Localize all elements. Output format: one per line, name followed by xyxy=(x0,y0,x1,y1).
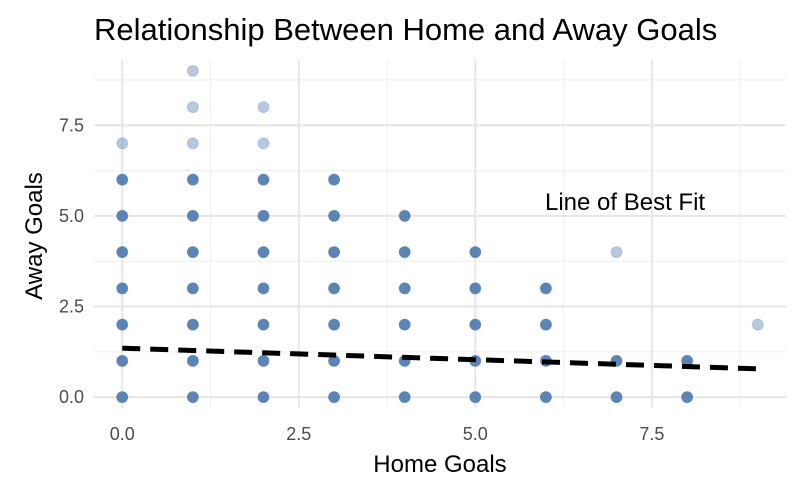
x-tick-label: 5.0 xyxy=(463,424,488,444)
data-point xyxy=(539,282,552,295)
data-point xyxy=(469,318,482,331)
y-tick-label: 0.0 xyxy=(59,387,84,407)
data-point xyxy=(257,318,270,331)
data-point xyxy=(186,137,199,150)
y-tick-label: 7.5 xyxy=(59,115,84,135)
data-point xyxy=(186,173,199,186)
data-point xyxy=(186,354,199,367)
data-point xyxy=(257,137,270,150)
data-point xyxy=(186,64,199,77)
x-tick-label: 2.5 xyxy=(286,424,311,444)
data-point xyxy=(469,282,482,295)
best-fit-line-layer xyxy=(122,345,758,372)
data-point xyxy=(539,391,552,404)
data-point xyxy=(186,391,199,404)
data-point xyxy=(610,246,623,259)
data-point xyxy=(116,354,129,367)
y-tick-label: 2.5 xyxy=(59,297,84,317)
data-point xyxy=(186,209,199,222)
data-point xyxy=(328,209,341,222)
data-point xyxy=(257,282,270,295)
x-tick-label: 7.5 xyxy=(639,424,664,444)
data-point xyxy=(116,318,129,331)
y-axis-tick-labels: 0.0 2.5 5.0 7.5 xyxy=(59,115,84,407)
data-point xyxy=(681,391,694,404)
data-point xyxy=(186,282,199,295)
data-point xyxy=(116,282,129,295)
y-axis-title: Away Goals xyxy=(21,172,48,300)
data-point xyxy=(539,318,552,331)
data-point xyxy=(398,391,411,404)
x-axis-tick-labels: 0.0 2.5 5.0 7.5 xyxy=(110,424,665,444)
best-fit-annotation: Line of Best Fit xyxy=(545,189,705,216)
data-point xyxy=(116,209,129,222)
data-point xyxy=(610,391,623,404)
data-point xyxy=(116,246,129,259)
data-point xyxy=(328,173,341,186)
data-point xyxy=(398,209,411,222)
data-point xyxy=(469,246,482,259)
data-point xyxy=(257,246,270,259)
data-point xyxy=(186,246,199,259)
data-point xyxy=(328,391,341,404)
best-fit-line xyxy=(122,345,758,372)
data-point xyxy=(257,354,270,367)
data-point xyxy=(257,101,270,114)
data-point xyxy=(186,101,199,114)
y-tick-label: 5.0 xyxy=(59,206,84,226)
data-point xyxy=(328,246,341,259)
data-point xyxy=(257,173,270,186)
data-point xyxy=(257,391,270,404)
data-point xyxy=(469,391,482,404)
data-point xyxy=(116,391,129,404)
data-point xyxy=(398,282,411,295)
x-axis-title: Home Goals xyxy=(373,451,506,478)
chart-title: Relationship Between Home and Away Goals xyxy=(94,12,717,47)
x-tick-label: 0.0 xyxy=(110,424,135,444)
data-point xyxy=(257,209,270,222)
data-point xyxy=(398,318,411,331)
gridlines xyxy=(94,60,786,408)
data-point xyxy=(116,173,129,186)
data-point xyxy=(751,318,764,331)
data-point xyxy=(398,246,411,259)
data-point xyxy=(328,282,341,295)
data-point xyxy=(186,318,199,331)
data-point xyxy=(328,318,341,331)
data-point xyxy=(116,137,129,150)
